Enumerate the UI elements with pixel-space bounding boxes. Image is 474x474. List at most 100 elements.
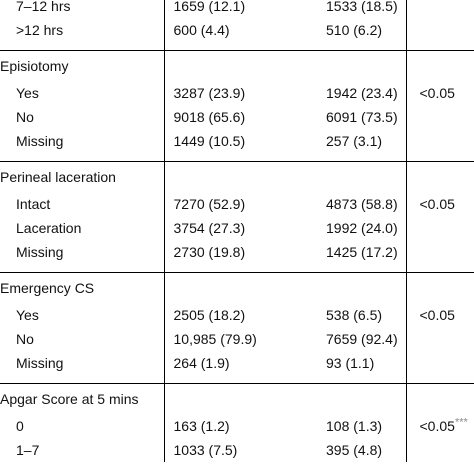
group2-value: 510 (6.2)	[322, 18, 406, 42]
group-header-row: Emergency CS	[0, 272, 474, 303]
group2-value: 1533 (18.5)	[322, 0, 406, 18]
row-label: Apgar Score at 5 mins	[0, 383, 164, 414]
spacer-cell	[322, 42, 406, 51]
spacer-row	[0, 264, 474, 273]
group1-value-text: 1033 (7.5)	[173, 442, 238, 458]
group2-value: 108 (1.3)	[322, 414, 406, 438]
row-label: Missing	[0, 129, 164, 153]
spacer-row	[0, 153, 474, 162]
group1-value-text: 264 (1.9)	[173, 355, 230, 371]
group1-value: 1659 (12.1)	[163, 0, 322, 18]
spacer-row	[0, 42, 474, 51]
group2-value-text: 257 (3.1)	[326, 133, 383, 149]
group1-value-text: 2505 (18.2)	[173, 307, 246, 323]
p-value	[405, 0, 474, 18]
row-label: 0	[0, 414, 164, 438]
group1-value: 2730 (19.8)	[163, 240, 322, 264]
table-row: Missing 264 (1.9) 93 (1.1)	[0, 351, 474, 375]
row-label-text: No	[16, 331, 34, 347]
p-value	[405, 383, 474, 414]
p-value	[405, 216, 474, 240]
row-label-text: >12 hrs	[16, 22, 64, 38]
row-label-text: Episiotomy	[0, 58, 69, 74]
group1-value-text: 7270 (52.9)	[173, 196, 246, 212]
group2-value	[322, 50, 406, 81]
row-label: >12 hrs	[0, 18, 164, 42]
spacer-cell	[405, 264, 474, 273]
group1-value: 264 (1.9)	[163, 351, 322, 375]
group2-value-text: 108 (1.3)	[326, 418, 383, 434]
group1-value: 1033 (7.5)	[163, 438, 322, 462]
group2-value-text: 510 (6.2)	[326, 22, 383, 38]
group2-value: 538 (6.5)	[322, 303, 406, 327]
group-header-row: Perineal laceration	[0, 161, 474, 192]
table-row: Yes 2505 (18.2) 538 (6.5) <0.05	[0, 303, 474, 327]
row-label-text: Missing	[16, 244, 64, 260]
spacer-row	[0, 375, 474, 384]
group1-value-text: 2730 (19.8)	[173, 244, 246, 260]
group2-value-text: 1533 (18.5)	[326, 0, 398, 14]
row-label-text: Intact	[16, 196, 51, 212]
table-row: Missing 1449 (10.5) 257 (3.1)	[0, 129, 474, 153]
row-label: Missing	[0, 351, 164, 375]
p-value: <0.05***	[405, 414, 474, 438]
group2-value: 1942 (23.4)	[322, 81, 406, 105]
table-row: 0 163 (1.2) 108 (1.3) <0.05***	[0, 414, 474, 438]
group1-value-text: 1449 (10.5)	[173, 133, 246, 149]
p-value	[405, 351, 474, 375]
group1-value	[163, 272, 322, 303]
p-value: <0.05	[405, 81, 474, 105]
group1-value: 7270 (52.9)	[163, 192, 322, 216]
row-label: Laceration	[0, 216, 164, 240]
group2-value-text: 538 (6.5)	[326, 307, 383, 323]
group2-value: 7659 (92.4)	[322, 327, 406, 351]
group2-value: 257 (3.1)	[322, 129, 406, 153]
p-value-text: <0.05	[419, 85, 455, 101]
group1-value-text: 10,985 (79.9)	[173, 331, 257, 347]
group1-value: 3287 (23.9)	[163, 81, 322, 105]
results-table: 7–12 hrs 1659 (12.1) 1533 (18.5) >12 hrs 600…	[0, 0, 474, 462]
p-value	[405, 272, 474, 303]
group1-value	[163, 161, 322, 192]
table-row: Laceration 3754 (27.3) 1992 (24.0)	[0, 216, 474, 240]
group2-value-text: 395 (4.8)	[326, 442, 383, 458]
spacer-cell	[322, 264, 406, 273]
table-row: Yes 3287 (23.9) 1942 (23.4) <0.05	[0, 81, 474, 105]
p-value-text: <0.05	[419, 418, 455, 434]
group1-value-text: 3287 (23.9)	[173, 85, 246, 101]
group2-value: 93 (1.1)	[322, 351, 406, 375]
row-label-text: 1–7	[16, 442, 40, 458]
spacer-cell	[405, 153, 474, 162]
group2-value: 1425 (17.2)	[322, 240, 406, 264]
table-row: Missing 2730 (19.8) 1425 (17.2)	[0, 240, 474, 264]
spacer-cell	[163, 375, 322, 384]
table-row: >12 hrs 600 (4.4) 510 (6.2)	[0, 18, 474, 42]
table-body: 7–12 hrs 1659 (12.1) 1533 (18.5) >12 hrs 600…	[0, 0, 474, 462]
group2-value	[322, 161, 406, 192]
group1-value	[163, 50, 322, 81]
p-value-text: <0.05	[419, 196, 455, 212]
row-label: No	[0, 105, 164, 129]
group2-value-text: 93 (1.1)	[326, 355, 375, 371]
row-label: Intact	[0, 192, 164, 216]
row-label-text: Laceration	[16, 220, 82, 236]
group2-value-text: 6091 (73.5)	[326, 109, 398, 125]
row-label: Episiotomy	[0, 50, 164, 81]
p-value	[405, 18, 474, 42]
group2-value-text: 1425 (17.2)	[326, 244, 398, 260]
group1-value: 163 (1.2)	[163, 414, 322, 438]
group1-value: 2505 (18.2)	[163, 303, 322, 327]
row-label: No	[0, 327, 164, 351]
group1-value-text: 1659 (12.1)	[173, 0, 246, 14]
row-label-text: Perineal laceration	[0, 169, 116, 185]
p-value	[405, 105, 474, 129]
spacer-cell	[0, 42, 164, 51]
p-value: <0.05	[405, 303, 474, 327]
table-row: No 9018 (65.6) 6091 (73.5)	[0, 105, 474, 129]
table-row: 1–7 1033 (7.5) 395 (4.8)	[0, 438, 474, 462]
group2-value: 395 (4.8)	[322, 438, 406, 462]
row-label-text: Yes	[16, 85, 39, 101]
significance-mark: ***	[454, 416, 468, 429]
p-value: <0.05	[405, 192, 474, 216]
row-label: Perineal laceration	[0, 161, 164, 192]
